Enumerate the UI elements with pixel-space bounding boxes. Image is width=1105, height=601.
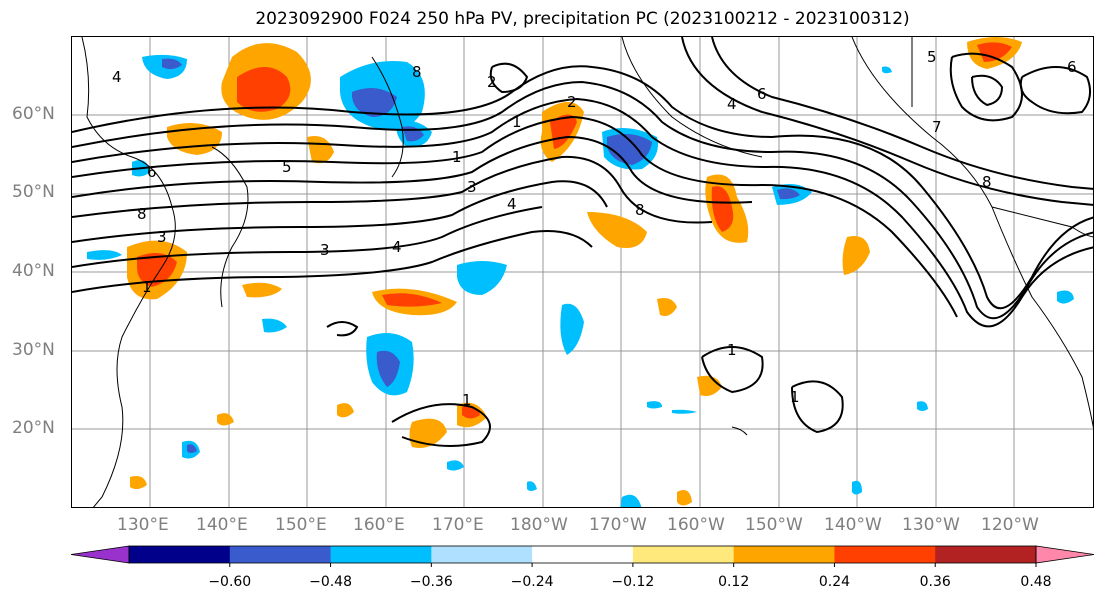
contour-label: 5: [282, 158, 292, 176]
precip-negative-shading: [87, 54, 1074, 507]
lon-label: 150°E: [275, 515, 327, 535]
contour-label: 6: [1067, 58, 1077, 76]
colorbar-tick-label: −0.48: [309, 574, 352, 590]
lat-label: 20°N: [12, 418, 55, 438]
contour-label: 5: [927, 48, 937, 66]
colorbar-segment: [733, 546, 835, 563]
colorbar-tick-label: 0.12: [718, 574, 750, 590]
map-canvas: 4 8 5 4 3 2 1 2 1 4 3 6 8 7 5 6 8 3 1 1 …: [72, 37, 1093, 507]
lon-label: 120°W: [981, 515, 1039, 535]
pv-contours: [72, 37, 1093, 447]
contour-label: 1: [142, 278, 152, 296]
colorbar-border: [128, 545, 1037, 564]
map-panel: 4 8 5 4 3 2 1 2 1 4 3 6 8 7 5 6 8 3 1 1 …: [71, 36, 1094, 508]
lon-label: 180°W: [510, 515, 568, 535]
lat-label: 50°N: [12, 182, 55, 202]
lon-label: 160°W: [667, 515, 725, 535]
contour-label: 7: [932, 118, 942, 136]
contour-label: 4: [727, 95, 737, 113]
contour-label: 6: [147, 163, 157, 181]
lon-label: 150°W: [745, 515, 803, 535]
lat-label: 30°N: [12, 340, 55, 360]
colorbar-tick-label: −0.12: [611, 574, 655, 590]
contour-label: 1: [727, 341, 737, 359]
contour-label: 1: [462, 391, 472, 409]
colorbar-segment: [532, 546, 634, 563]
colorbar-segment: [129, 546, 231, 563]
lon-label: 140°W: [824, 515, 882, 535]
coastlines: [81, 37, 1093, 507]
contour-label: 4: [392, 238, 402, 256]
lon-label: 130°E: [117, 515, 169, 535]
lat-label: 60°N: [12, 104, 55, 124]
colorbar-segment: [330, 546, 432, 563]
contour-label: 1: [452, 148, 462, 166]
colorbar-segment: [834, 546, 936, 563]
colorbar-tick-label: 0.36: [919, 574, 951, 590]
colorbar-max-extension: [1035, 545, 1095, 564]
map-title: 2023092900 F024 250 hPa PV, precipitatio…: [255, 9, 910, 29]
colorbar-tick-label: 0.24: [818, 574, 851, 590]
colorbar-min-extension: [70, 545, 130, 564]
contour-label: 2: [567, 93, 577, 111]
contour-label: 1: [512, 113, 522, 131]
contour-label: 8: [982, 173, 992, 191]
colorbar-segment: [229, 546, 332, 563]
colorbar-segment: [935, 546, 1037, 563]
lon-label: 170°E: [432, 515, 484, 535]
lon-label: 130°W: [902, 515, 960, 535]
contour-label: 1: [790, 388, 800, 406]
contour-label: 6: [757, 85, 767, 103]
contour-label: 3: [320, 241, 330, 259]
colorbar-tick-label: −0.60: [208, 574, 252, 590]
colorbar-segment: [431, 546, 533, 563]
contour-label: 3: [467, 178, 477, 196]
contour-label: 4: [112, 68, 122, 86]
lat-label: 40°N: [12, 261, 55, 281]
lon-label: 140°E: [196, 515, 248, 535]
lon-label: 160°E: [353, 515, 405, 535]
colorbar-segment: [632, 546, 735, 563]
contour-label: 8: [137, 205, 147, 223]
colorbar-tick-label: −0.36: [409, 574, 453, 590]
contour-label: 8: [412, 63, 422, 81]
graticule: [72, 37, 1093, 507]
contour-label: 2: [487, 73, 497, 91]
colorbar-tick-label: 0.48: [1020, 574, 1052, 590]
contour-labels: 4 8 5 4 3 2 1 2 1 4 3 6 8 7 5 6 8 3 1 1 …: [112, 48, 1077, 409]
colorbar-tick-label: −0.24: [510, 574, 554, 590]
contour-label: 8: [635, 201, 645, 219]
contour-label: 3: [157, 228, 167, 246]
contour-label: 4: [507, 195, 517, 213]
lon-label: 170°W: [589, 515, 647, 535]
